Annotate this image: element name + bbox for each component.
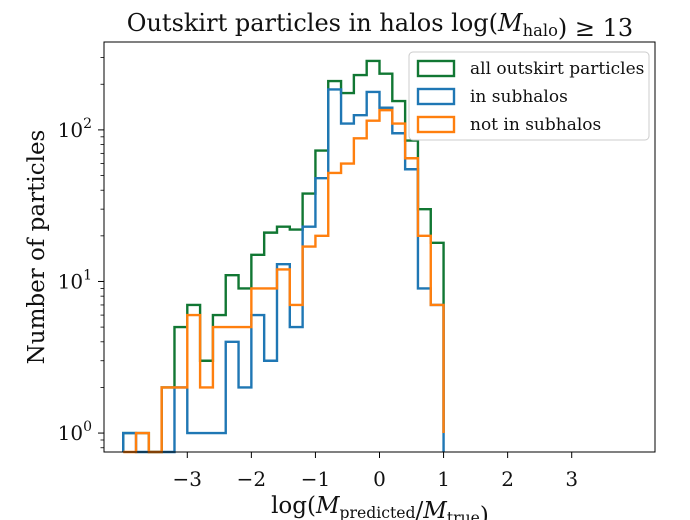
- x-tick-label-0: −3: [173, 467, 202, 491]
- x-tick-label-6: 3: [565, 467, 578, 491]
- legend-swatch-0: [416, 59, 456, 78]
- y-tick-label-1: 101: [58, 267, 92, 293]
- x-tick-label-2: −1: [301, 467, 330, 491]
- tick-layer: −3 −2 −1 0 1 2 3 100 101 102: [58, 57, 655, 491]
- series-step-0: [122, 59, 445, 454]
- series-layer: [122, 59, 445, 454]
- legend-label-1: in subhalos: [470, 87, 568, 107]
- y-tick-label-0: 100: [58, 419, 92, 445]
- y-tick-label-2: 102: [58, 116, 92, 142]
- y-axis-label: Number of particles: [24, 130, 50, 365]
- legend-swatch-2: [416, 115, 456, 134]
- legend-label-2: not in subhalos: [470, 115, 601, 135]
- legend-label-0: all outskirt particles: [470, 59, 644, 79]
- series-step-1: [122, 88, 445, 454]
- x-tick-label-4: 1: [437, 467, 450, 491]
- x-axis-label: log(Mpredicted/Mtrue): [271, 493, 489, 520]
- x-tick-label-5: 2: [501, 467, 514, 491]
- series-step-2: [123, 108, 445, 454]
- legend: all outskirt particles in subhalos not in …: [408, 51, 650, 141]
- legend-swatch-1: [416, 87, 456, 106]
- x-tick-label-3: 0: [373, 467, 386, 491]
- x-tick-label-1: −2: [237, 467, 266, 491]
- legend-box: [408, 51, 650, 141]
- chart-title: Outskirt particles in halos log(Mhalo) ≥…: [127, 9, 633, 42]
